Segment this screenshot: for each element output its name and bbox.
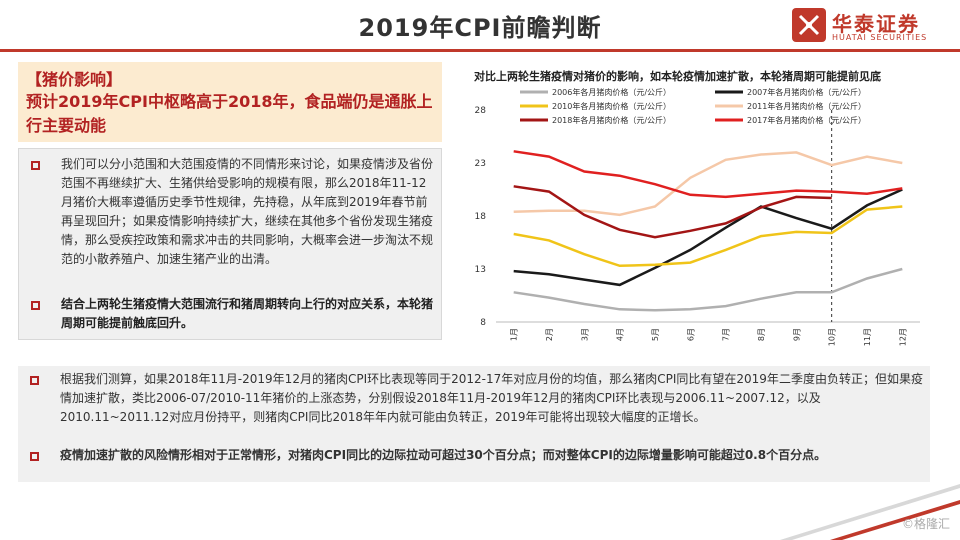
bullet-square-icon (31, 161, 40, 170)
decorative-corner-stripes (780, 484, 960, 540)
analysis-paragraph-2: 结合上两轮生猪疫情大范围流行和猪周期转向上行的对应关系，本轮猪周期可能提前触底回… (61, 297, 434, 330)
estimate-paragraph-1: 根据我们测算，如果2018年11月-2019年12月的猪肉CPI环比表现等同于2… (60, 372, 923, 424)
x-tick-label: 7月 (722, 328, 731, 341)
x-tick-label: 10月 (828, 328, 837, 346)
analysis-box: 我们可以分小范围和大范围疫情的不同情形来讨论，如果疫情涉及省份范围不再继续扩大、… (18, 148, 442, 340)
series-line (513, 188, 903, 287)
logo-text-en: HUATAI SECURITIES (832, 33, 928, 42)
estimate-box: 根据我们测算，如果2018年11月-2019年12月的猪肉CPI环比表现等同于2… (18, 366, 930, 482)
section-headline: 预计2019年CPI中枢略高于2018年，食品端仍是通胀上行主要动能 (26, 92, 433, 135)
legend-label: 2018年各月猪肉价格（元/公斤） (552, 115, 671, 125)
pork-price-line-chart: 8 13 18 23 28 1月 2月 3月 4月 5月 6月 7月 8月 9月 10月 11月 12月 2006… (475, 87, 920, 346)
x-tick-label: 3月 (580, 328, 589, 341)
legend-label: 2006年各月猪肉价格（元/公斤） (552, 87, 671, 97)
legend-label: 2007年各月猪肉价格（元/公斤） (747, 87, 866, 97)
chart-title: 对比上两轮生猪疫情对猪价的影响，如本轮疫情加速扩散，本轮猪周期可能提前见底 (474, 70, 881, 83)
watermark: ©格隆汇 (901, 517, 950, 531)
x-tick-label: 2月 (545, 328, 554, 341)
x-tick-label: 11月 (863, 328, 872, 346)
section-tag: 【猪价影响】 (26, 70, 123, 89)
y-tick-label: 8 (480, 318, 486, 328)
analysis-paragraph-1: 我们可以分小范围和大范围疫情的不同情形来讨论，如果疫情涉及省份范围不再继续扩大、… (61, 157, 434, 266)
bullet-square-icon (30, 452, 39, 461)
legend-label: 2017年各月猪肉价格（元/公斤） (747, 115, 866, 125)
estimate-paragraph-2: 疫情加速扩散的风险情形相对于正常情形，对猪肉CPI同比的边际拉动可超过30个百分… (60, 448, 827, 462)
x-tick-label: 12月 (898, 328, 907, 346)
x-tick-label: 5月 (651, 328, 660, 341)
series-line (513, 205, 903, 268)
x-tick-label: 4月 (616, 328, 625, 341)
company-logo: 华泰证券 HUATAI SECURITIES (792, 6, 942, 46)
series-line (513, 185, 832, 239)
bullet-square-icon (30, 376, 39, 385)
page-title: 2019年CPI前瞻判断 (358, 14, 602, 42)
y-tick-label: 18 (475, 212, 487, 222)
logo-mark-icon (792, 8, 826, 42)
bullet-square-icon (31, 301, 40, 310)
y-tick-label: 23 (475, 159, 486, 169)
y-tick-label: 28 (475, 106, 487, 116)
x-tick-label: 9月 (792, 328, 801, 341)
pork-impact-heading-box: 【猪价影响】 预计2019年CPI中枢略高于2018年，食品端仍是通胀上行主要动… (18, 62, 442, 142)
title-bar: 2019年CPI前瞻判断 华泰证券 HUATAI SECURITIES (0, 0, 960, 52)
legend-label: 2011年各月猪肉价格（元/公斤） (747, 101, 866, 111)
x-tick-label: 1月 (510, 328, 519, 341)
logo-text-cn: 华泰证券 (832, 12, 920, 36)
legend-label: 2010年各月猪肉价格（元/公斤） (552, 101, 671, 111)
x-tick-label: 8月 (757, 328, 766, 341)
y-tick-label: 13 (475, 265, 486, 275)
series-line (513, 150, 903, 199)
series-line (513, 267, 903, 312)
x-tick-label: 6月 (686, 328, 695, 341)
